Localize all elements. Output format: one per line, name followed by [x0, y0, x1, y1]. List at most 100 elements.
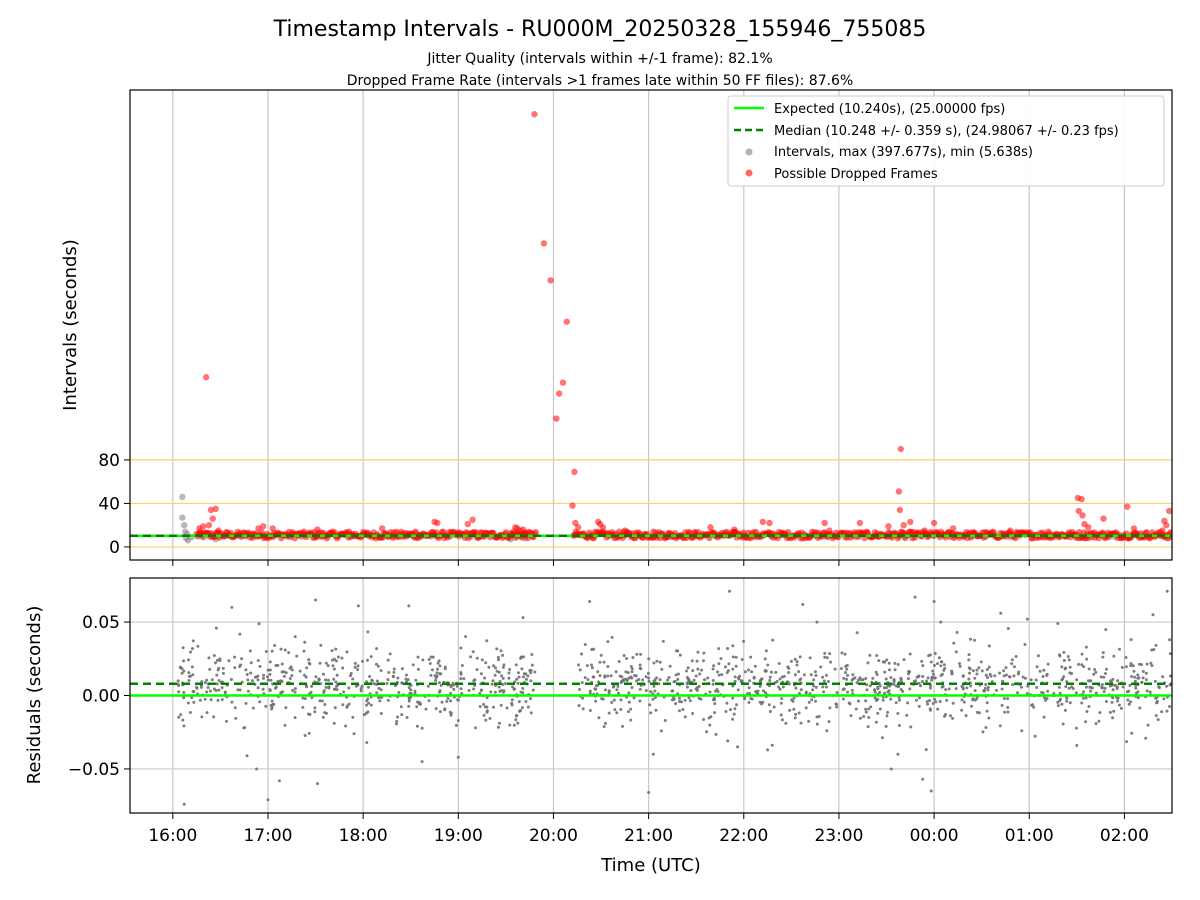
top-series-3-point-9	[569, 502, 576, 509]
bottom-cloud-point-0-145	[188, 674, 192, 678]
bottom-cloud-point-1-101	[676, 677, 680, 681]
bottom-cloud-point-1-538	[692, 678, 696, 682]
top-frame	[129, 89, 1173, 561]
bottom-cloud-point-1-5	[971, 669, 975, 673]
bottom-cloud-point-0-506	[438, 689, 442, 693]
bottom-cloud-point-1-679	[819, 665, 823, 669]
bottom-cloud-point-0-390	[322, 690, 326, 694]
bottom-cloud-point-1-902	[696, 686, 700, 690]
bottom-cloud-point-0-384	[303, 697, 307, 701]
bottom-cloud-point-1-919	[1103, 671, 1107, 675]
bottom-cloud-point-0-498	[462, 677, 466, 681]
bottom-cloud-point-0-444	[529, 697, 533, 701]
bottom-cloud-point-1-39	[1082, 690, 1086, 694]
bottom-cloud-point-1-627	[813, 670, 817, 674]
bottom-cloud-point-1-621	[1060, 665, 1064, 669]
bottom-cloud-point-1-928	[675, 649, 679, 653]
bottom-cloud-point-1-766	[786, 665, 790, 669]
legend-intervals-swatch	[745, 148, 753, 156]
top-series-3-point-70	[412, 528, 419, 535]
top-series-3-point-37	[826, 527, 833, 534]
bottom-cloud-point-1-320	[1074, 726, 1078, 730]
bottom-cloud-point-1-41	[585, 664, 589, 668]
bottom-cloud-point-1-530	[908, 687, 912, 691]
bottom-cloud-point-1-451	[617, 691, 621, 695]
bottom-cloud-point-0-294	[397, 691, 401, 695]
bottom-cloud-point-1-23	[867, 707, 871, 711]
bottom-cloud-point-1-212	[780, 718, 784, 722]
bottom-series-2-point-7	[314, 598, 318, 602]
bottom-cloud-point-0-533	[351, 677, 355, 681]
bottom-cloud-point-0-121	[203, 681, 207, 685]
top-series-3-point-32	[650, 528, 657, 535]
bottom-cloud-point-1-30	[973, 689, 977, 693]
bottom-cloud-point-1-437	[658, 660, 662, 664]
bottom-cloud-point-1-575	[1012, 674, 1016, 678]
bottom-cloud-point-0-477	[464, 634, 468, 638]
bottom-cloud-point-1-845	[731, 644, 735, 648]
bottom-cloud-point-1-417	[939, 620, 943, 624]
bottom-cloud-point-1-765	[723, 665, 727, 669]
bottom-frame	[129, 577, 1173, 814]
bottom-cloud-point-0-324	[513, 687, 517, 691]
bottom-cloud-point-0-551	[501, 653, 505, 657]
bottom-cloud-point-1-186	[674, 673, 678, 677]
bottom-cloud-point-0-338	[293, 687, 297, 691]
bottom-cloud-point-1-672	[1042, 668, 1046, 672]
bottom-cloud-point-1-56	[1102, 675, 1106, 679]
bottom-cloud-point-0-277	[273, 686, 277, 690]
bottom-cloud-point-1-337	[858, 716, 862, 720]
bottom-cloud-point-0-42	[189, 650, 193, 654]
bottom-cloud-point-1-377	[814, 699, 818, 703]
bottom-cloud-point-0-46	[407, 699, 411, 703]
bottom-cloud-point-0-548	[220, 686, 224, 690]
bottom-cloud-point-0-545	[492, 705, 496, 709]
bottom-cloud-point-1-668	[619, 707, 623, 711]
bottom-cloud-point-1-713	[1141, 669, 1145, 673]
bottom-cloud-point-0-472	[186, 658, 190, 662]
bottom-cloud-point-0-162	[439, 683, 443, 687]
bottom-cloud-point-0-262	[213, 661, 217, 665]
bottom-cloud-point-1-535	[731, 667, 735, 671]
bottom-cloud-point-0-172	[230, 700, 234, 704]
bottom-cloud-point-1-91	[834, 702, 838, 706]
bottom-cloud-point-0-29	[394, 722, 398, 726]
bottom-cloud-point-1-404	[1141, 676, 1145, 680]
bottom-cloud-point-1-859	[602, 660, 606, 664]
bottom-cloud-point-1-378	[1160, 710, 1164, 714]
bottom-cloud-point-1-25	[1144, 678, 1148, 682]
bottom-cloud-point-1-271	[1012, 665, 1016, 669]
bottom-cloud-point-1-362	[889, 675, 893, 679]
bottom-cloud-point-1-9	[777, 661, 781, 665]
bottom-cloud-point-0-39	[512, 723, 516, 727]
bottom-cloud-point-1-14	[896, 712, 900, 716]
bottom-cloud-point-0-398	[265, 675, 269, 679]
bottom-cloud-point-0-342	[460, 664, 464, 668]
bottom-series-2-point-13	[651, 752, 655, 756]
bottom-cloud-point-1-94	[975, 668, 979, 672]
bottom-cloud-point-1-75	[1152, 648, 1156, 652]
bottom-cloud-point-1-160	[768, 675, 772, 679]
bottom-cloud-point-1-203	[1084, 685, 1088, 689]
bottom-cloud-point-1-262	[975, 672, 979, 676]
bottom-cloud-point-1-100	[867, 716, 871, 720]
bottom-cloud-point-1-464	[892, 680, 896, 684]
bottom-cloud-point-1-174	[1136, 676, 1140, 680]
bottom-cloud-point-1-650	[943, 714, 947, 718]
bottom-cloud-point-1-426	[897, 723, 901, 727]
top-ytick-label-2: 80	[98, 451, 120, 471]
bottom-cloud-point-1-261	[868, 653, 872, 657]
bottom-cloud-point-0-360	[298, 669, 302, 673]
bottom-cloud-point-0-313	[261, 687, 265, 691]
bottom-cloud-point-1-218	[793, 673, 797, 677]
bottom-cloud-point-1-154	[814, 685, 818, 689]
bottom-cloud-point-1-419	[671, 689, 675, 693]
bottom-cloud-point-0-174	[475, 668, 479, 672]
bottom-cloud-point-1-388	[936, 707, 940, 711]
bottom-cloud-point-0-341	[258, 664, 262, 668]
bottom-cloud-point-1-180	[740, 658, 744, 662]
bottom-series-2-point-3	[315, 782, 319, 786]
bottom-cloud-point-0-293	[469, 655, 473, 659]
top-series-3-point-22	[464, 520, 472, 528]
bottom-cloud-point-0-256	[516, 671, 520, 675]
